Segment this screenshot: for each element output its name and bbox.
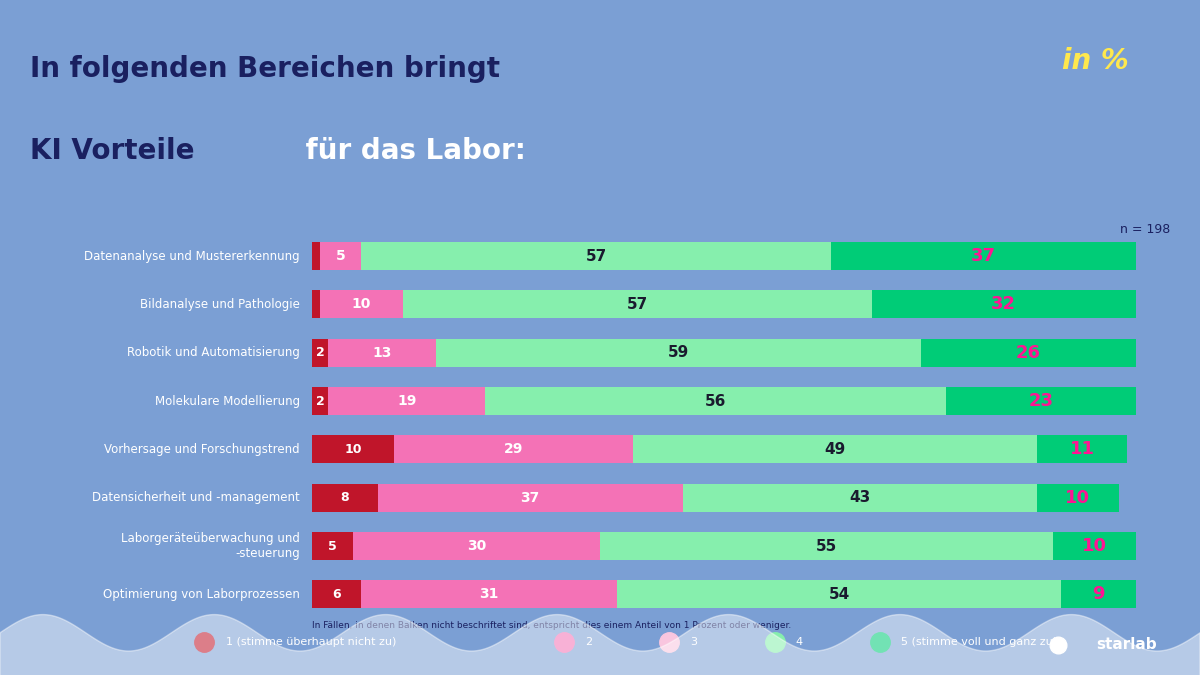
Text: 31: 31 xyxy=(479,587,499,601)
Bar xyxy=(312,532,353,560)
Text: 2: 2 xyxy=(316,346,325,359)
Text: KI Vorteile: KI Vorteile xyxy=(30,136,194,165)
Text: Vorhersage und Forschungstrend: Vorhersage und Forschungstrend xyxy=(104,443,300,456)
Text: 10: 10 xyxy=(1066,489,1091,507)
Text: 5 (stimme voll und ganz zu): 5 (stimme voll und ganz zu) xyxy=(901,637,1057,647)
Text: 59: 59 xyxy=(668,345,689,360)
Bar xyxy=(683,484,1037,512)
Text: 23: 23 xyxy=(1028,392,1054,410)
Bar xyxy=(320,290,402,319)
Text: 10: 10 xyxy=(1082,537,1106,555)
Text: 37: 37 xyxy=(971,247,996,265)
Text: 10: 10 xyxy=(352,298,371,311)
Text: 13: 13 xyxy=(372,346,391,360)
Text: Laborgeräteüberwachung und
-steuerung: Laborgeräteüberwachung und -steuerung xyxy=(121,532,300,560)
Text: 30: 30 xyxy=(467,539,486,553)
Bar xyxy=(312,435,395,464)
Text: 3: 3 xyxy=(690,637,697,647)
Text: Datenanalyse und Mustererkennung: Datenanalyse und Mustererkennung xyxy=(84,250,300,263)
Bar xyxy=(320,242,361,270)
Text: 49: 49 xyxy=(824,442,846,457)
Text: Molekulare Modellierung: Molekulare Modellierung xyxy=(155,395,300,408)
Text: 9: 9 xyxy=(1092,585,1105,603)
Text: 55: 55 xyxy=(816,539,838,553)
Bar xyxy=(353,532,600,560)
Bar xyxy=(312,580,361,608)
Bar xyxy=(329,339,436,367)
Text: In Fällen, in denen Balken nicht beschriftet sind, entspricht dies einem Anteil : In Fällen, in denen Balken nicht beschri… xyxy=(312,621,791,630)
Bar xyxy=(312,290,320,319)
Bar xyxy=(485,387,946,415)
Bar xyxy=(872,290,1135,319)
Text: 10: 10 xyxy=(344,443,362,456)
Text: n = 198: n = 198 xyxy=(1121,223,1170,236)
Text: 32: 32 xyxy=(991,296,1016,313)
Text: Robotik und Automatisierung: Robotik und Automatisierung xyxy=(127,346,300,359)
Bar xyxy=(361,242,830,270)
Bar xyxy=(946,387,1135,415)
Bar xyxy=(312,339,329,367)
Text: 37: 37 xyxy=(521,491,540,505)
Bar xyxy=(312,242,320,270)
Text: 19: 19 xyxy=(397,394,416,408)
Text: 2: 2 xyxy=(316,395,325,408)
Bar xyxy=(378,484,683,512)
Text: 1 (stimme überhaupt nicht zu): 1 (stimme überhaupt nicht zu) xyxy=(226,637,396,647)
Bar xyxy=(402,290,872,319)
Bar xyxy=(1054,532,1135,560)
Text: 54: 54 xyxy=(828,587,850,602)
Text: Optimierung von Laborprozessen: Optimierung von Laborprozessen xyxy=(103,588,300,601)
Text: 5: 5 xyxy=(329,539,337,553)
Text: 4: 4 xyxy=(796,637,803,647)
Text: für das Labor:: für das Labor: xyxy=(295,136,526,165)
Bar xyxy=(830,242,1135,270)
Bar xyxy=(1037,435,1127,464)
Bar xyxy=(617,580,1062,608)
Text: Datensicherheit und -management: Datensicherheit und -management xyxy=(92,491,300,504)
Text: in %: in % xyxy=(1062,47,1128,75)
Bar xyxy=(922,339,1135,367)
Bar xyxy=(312,387,329,415)
Text: 2: 2 xyxy=(584,637,592,647)
Text: 43: 43 xyxy=(850,490,870,506)
Bar xyxy=(600,532,1054,560)
Text: 29: 29 xyxy=(504,442,523,456)
Text: 56: 56 xyxy=(704,394,726,408)
Text: starlab: starlab xyxy=(1096,637,1157,652)
Text: 8: 8 xyxy=(341,491,349,504)
Bar xyxy=(436,339,922,367)
Text: 5: 5 xyxy=(336,249,346,263)
Text: 11: 11 xyxy=(1069,440,1094,458)
Bar xyxy=(395,435,634,464)
Text: In folgenden Bereichen bringt: In folgenden Bereichen bringt xyxy=(30,55,500,83)
Text: 26: 26 xyxy=(1016,344,1040,362)
Bar xyxy=(312,484,378,512)
Bar xyxy=(361,580,617,608)
Bar xyxy=(634,435,1037,464)
Bar xyxy=(1062,580,1135,608)
Text: 57: 57 xyxy=(626,297,648,312)
Text: Bildanalyse und Pathologie: Bildanalyse und Pathologie xyxy=(140,298,300,311)
Text: 6: 6 xyxy=(332,588,341,601)
Text: 57: 57 xyxy=(586,248,607,263)
Bar xyxy=(329,387,485,415)
Bar xyxy=(1037,484,1120,512)
